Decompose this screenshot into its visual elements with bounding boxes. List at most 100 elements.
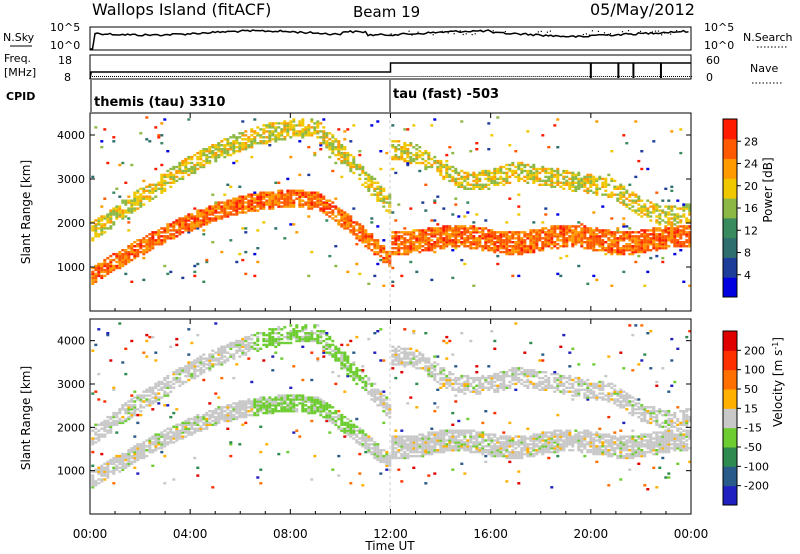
power-cell	[316, 126, 320, 129]
power-cell	[655, 205, 659, 208]
power-cell	[208, 146, 212, 149]
power-cell	[109, 268, 113, 272]
power-cell	[292, 189, 296, 192]
power-cell	[667, 239, 671, 242]
velocity-cell	[220, 351, 224, 354]
power-cell	[211, 155, 215, 159]
power-cell	[118, 207, 122, 210]
power-cell	[205, 217, 209, 220]
power-cell	[358, 225, 362, 228]
power-cell	[199, 165, 203, 169]
velocity-cell	[136, 456, 140, 460]
power-cell	[583, 177, 587, 181]
velocity-cell	[154, 382, 158, 386]
power-cell	[214, 153, 218, 157]
velocity-cell	[319, 408, 323, 411]
power-cell	[385, 197, 389, 200]
power-cell	[418, 250, 422, 254]
power-cell	[463, 237, 467, 240]
power-cell	[490, 239, 494, 242]
power-cell	[271, 195, 275, 198]
power-cell	[499, 247, 503, 250]
power-cell	[562, 233, 566, 236]
power-cell	[151, 245, 155, 248]
power-cell	[631, 191, 635, 194]
power-cell	[676, 207, 680, 210]
velocity-cell	[346, 433, 350, 436]
power-cell	[205, 148, 209, 151]
power-cell	[424, 183, 428, 186]
power-cell	[97, 221, 101, 224]
power-cell	[235, 205, 239, 208]
power-cell	[535, 237, 539, 240]
power-cell	[193, 163, 197, 167]
power-cell	[487, 235, 491, 238]
power-cell	[100, 219, 104, 222]
power-cell	[535, 177, 539, 181]
power-cell	[436, 245, 440, 248]
power-cell	[133, 256, 137, 260]
velocity-cell	[310, 335, 314, 339]
power-cell	[211, 241, 215, 244]
velocity-cell	[121, 458, 125, 462]
velocity-cell	[211, 363, 215, 366]
velocity-cell	[151, 449, 155, 452]
power-cell	[121, 249, 125, 252]
nave-point	[480, 76, 482, 77]
velocity-cell	[223, 347, 227, 350]
nsearch-point	[513, 32, 515, 34]
velocity-cell	[133, 410, 137, 413]
power-cell	[616, 187, 620, 190]
power-cell	[463, 241, 467, 244]
power-cell	[637, 197, 641, 200]
power-cell	[502, 239, 506, 242]
power-cell	[493, 237, 497, 240]
power-cell	[574, 173, 578, 177]
velocity-cell	[163, 433, 167, 436]
power-cell	[565, 179, 569, 183]
velocity-cell	[271, 402, 275, 405]
velocity-heatmap	[91, 322, 692, 491]
power-cell	[298, 199, 302, 202]
power-cell	[673, 219, 677, 222]
power-cell	[415, 153, 419, 157]
velocity-cell	[271, 400, 275, 403]
velocity-cell	[169, 439, 173, 442]
velocity-cell	[121, 415, 125, 419]
power-cell	[571, 239, 575, 242]
velocity-cell	[154, 392, 158, 395]
velocity-cell	[136, 445, 140, 448]
velocity-cell	[115, 419, 119, 423]
power-cell	[277, 189, 281, 192]
velocity-cell	[250, 341, 254, 345]
nave-point	[612, 76, 614, 77]
velocity-cell	[316, 396, 320, 399]
nave-point	[258, 76, 260, 77]
power-cell	[628, 203, 632, 206]
power-cell	[289, 199, 293, 202]
velocity-cell	[280, 398, 284, 401]
velocity-cell	[238, 345, 242, 348]
power-cell	[100, 223, 104, 226]
power-cell	[208, 209, 212, 212]
nave-point	[90, 76, 91, 77]
freq-tick-bottom: 8	[64, 71, 71, 84]
velocity-cell	[106, 423, 110, 426]
power-cell	[163, 183, 167, 186]
velocity-cell	[97, 482, 101, 485]
power-cell	[229, 136, 233, 139]
power-cell	[298, 195, 302, 198]
velocity-cell	[247, 398, 251, 401]
power-cell	[256, 197, 260, 200]
velocity-cell	[163, 376, 167, 380]
power-cell	[232, 209, 236, 212]
power-cell	[430, 278, 434, 282]
velocity-cell	[127, 408, 131, 411]
nave-point	[570, 76, 572, 77]
power-cell	[448, 167, 452, 171]
velocity-cell	[334, 349, 338, 352]
velocity-cell	[157, 384, 161, 387]
velocity-cell	[301, 394, 305, 397]
power-cell	[415, 270, 419, 274]
power-cell	[529, 239, 533, 242]
